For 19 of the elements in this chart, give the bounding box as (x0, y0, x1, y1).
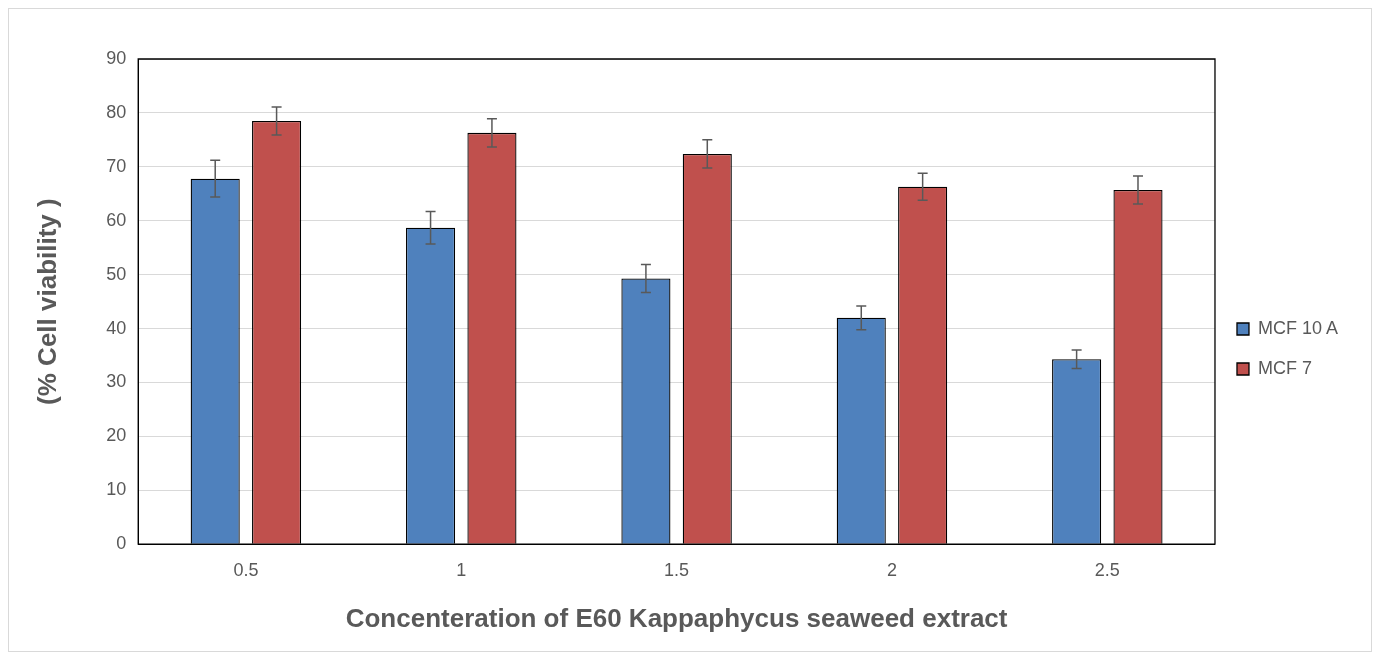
x-tick-label: 2 (886, 559, 897, 580)
x-tick-label: 0.5 (233, 559, 259, 580)
y-tick-label: 90 (106, 47, 127, 68)
y-tick-label: 60 (106, 209, 127, 230)
x-tick-label: 1.5 (664, 559, 690, 580)
legend-label: MCF 10 A (1257, 317, 1339, 338)
y-axis-title: (% Cell viability ) (31, 198, 62, 405)
y-tick-label: 10 (106, 479, 127, 500)
y-tick-label: 20 (106, 425, 127, 446)
y-tick-label: 0 (116, 533, 127, 554)
y-tick-label: 30 (106, 371, 127, 392)
x-axis-title: Concenteration of E60 Kappaphycus seaweed extract (345, 602, 1008, 633)
y-tick-label: 40 (106, 317, 127, 338)
y-tick-label: 80 (106, 101, 127, 122)
legend-label: MCF 7 (1257, 357, 1312, 378)
x-tick-label: 1 (456, 559, 467, 580)
x-tick-label: 2.5 (1094, 559, 1120, 580)
y-tick-label: 70 (106, 155, 127, 176)
y-tick-label: 50 (106, 263, 127, 284)
